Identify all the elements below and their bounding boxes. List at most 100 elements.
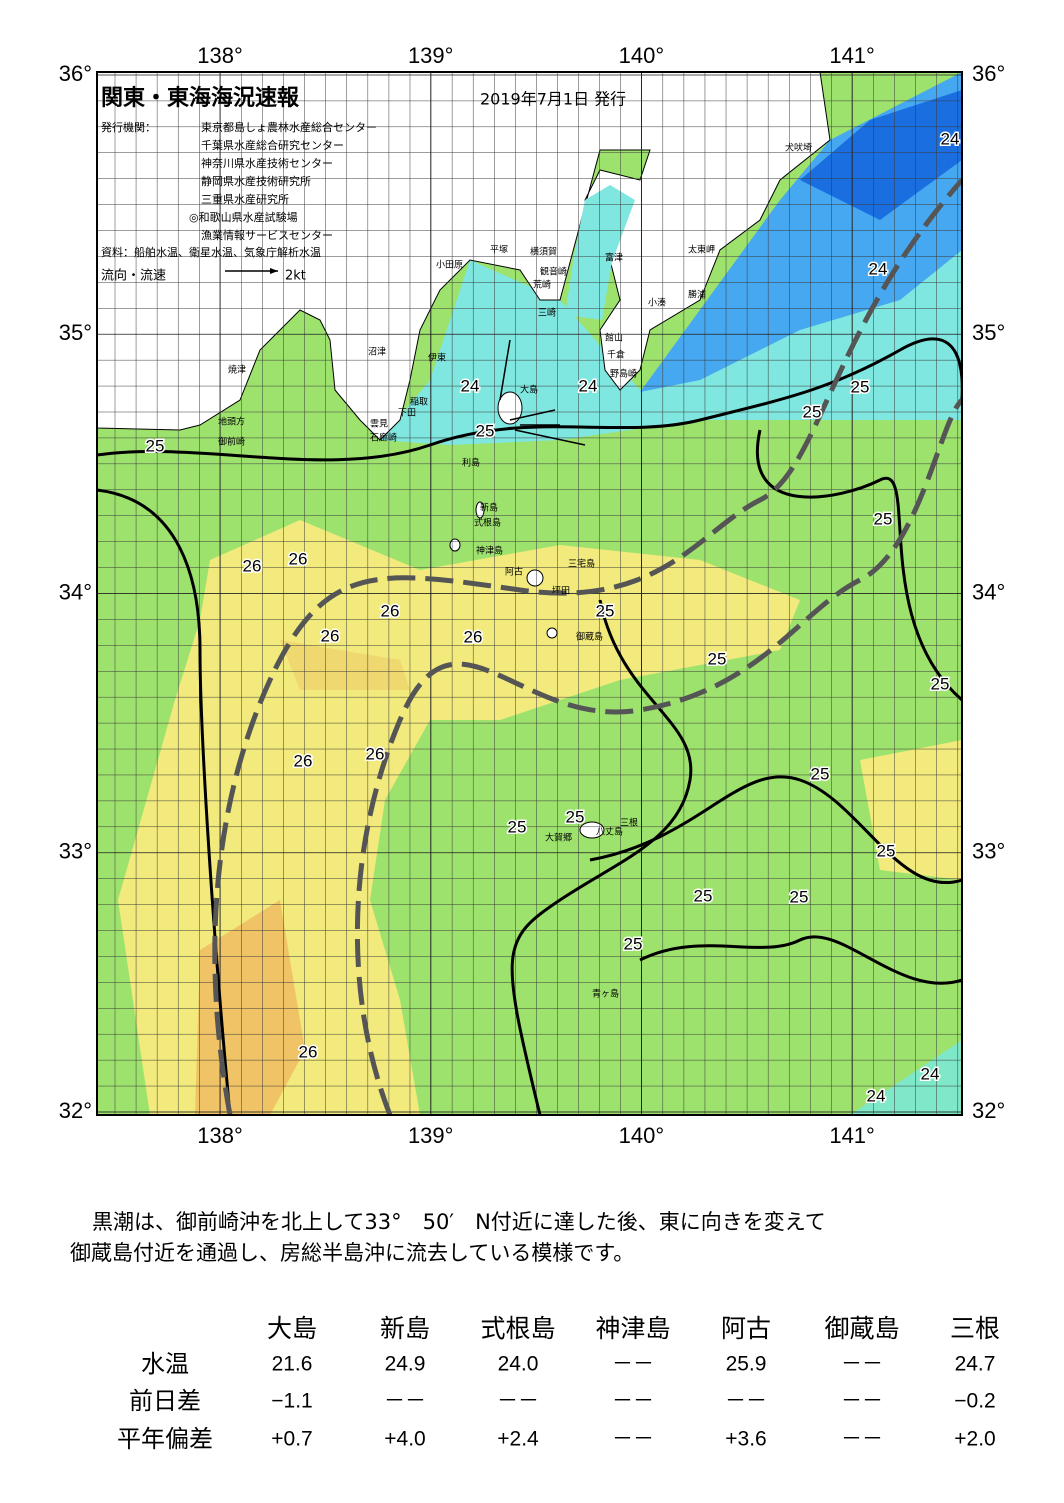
publisher: 三重県水産研究所 [201,192,289,206]
place-name: 焼津 [228,365,246,376]
publisher-label: 発行機関： [101,120,156,134]
table-cell: 25.9 [726,1353,767,1376]
island [579,821,605,839]
contour-label: 25 [708,649,727,668]
place-name: 伊東 [428,352,446,364]
contour-label: 24 [461,376,480,395]
island [497,391,523,425]
table-cell: −0.2 [954,1390,995,1413]
map-labels: 138° 138° 139° 139° 140° 140° 141° 141° 36° 36° 35… [59,43,1006,1148]
contour-label: 26 [464,627,483,646]
latitude-label: 35° [972,320,1005,345]
title: 関東・東海海況速報 [101,85,300,111]
place-name: 富津 [605,252,623,264]
latitude-label: 34° [972,579,1005,604]
table-cell: +2.4 [497,1428,539,1451]
row-label: 平年偏差 [117,1425,213,1453]
grid [97,72,962,1115]
publisher: 漁業情報サービスセンター [201,228,333,242]
isotherms [97,337,962,1115]
table-cell: 24.0 [498,1353,539,1376]
contour-label: 26 [321,626,340,645]
longitude-label: 139° [408,43,454,68]
longitude-label: 141° [829,43,875,68]
longitude-label: 141° [829,1123,875,1148]
longitude-label: 138° [197,43,243,68]
place-name: 観音崎 [540,266,567,278]
map [97,72,962,1115]
publisher: 千葉県水産総合研究センター [201,138,344,152]
legend-speed: 2kt [285,269,306,284]
place-name: 地頭方 [218,416,245,428]
contour-label: 25 [931,674,950,693]
cold-core [800,90,962,220]
latitude-label: 32° [972,1098,1005,1123]
contour-label: 25 [596,601,615,620]
table-cell: 24.9 [385,1353,426,1376]
contour-label: 26 [366,744,385,763]
contour-label: 25 [566,807,585,826]
place-name: 雲見 [370,419,388,430]
table-cell: +4.0 [384,1428,425,1451]
longitude-label: 140° [619,43,665,68]
contour-label: 24 [579,376,598,395]
contour-label: 26 [243,556,262,575]
column-header: 神津島 [595,1314,670,1343]
row-label: 前日差 [129,1387,201,1415]
table-cell: －－ [384,1390,426,1413]
contour-label: 25 [790,887,809,906]
column-header: 御蔵島 [824,1314,899,1343]
place-name: 神津島 [476,545,503,557]
issue-date: 2019年7月1日 発行 [480,90,626,109]
contour-label: 24 [941,129,960,148]
contour-label: 26 [299,1042,318,1061]
contour-label: 25 [811,764,830,783]
table-cell: －－ [725,1390,767,1413]
contour-label: 25 [624,934,643,953]
island [475,501,485,519]
latitude-label: 32° [59,1098,92,1123]
place-name: 勝浦 [688,289,706,301]
warm-core [280,640,410,690]
place-name: 青ヶ島 [592,988,619,1000]
contour-label: 26 [381,601,400,620]
table-cell: －－ [841,1390,883,1413]
table-cell: 21.6 [272,1353,313,1376]
longitude-label: 140° [619,1123,665,1148]
longitude-label: 138° [197,1123,243,1148]
contour-label: 25 [508,817,527,836]
contour-label: 26 [294,751,313,770]
place-name: 阿古 [505,566,523,578]
row-label: 水温 [141,1350,189,1378]
place-name: 千倉 [607,349,625,361]
contour-label: 24 [869,259,888,278]
place-name: 石廊崎 [370,432,397,444]
place-name: 沼津 [368,347,386,358]
place-name: 横須賀 [530,246,557,258]
place-name: 館山 [605,332,623,344]
contour-label: 24 [867,1086,886,1105]
map-frame [96,71,963,1116]
place-name: 野島崎 [610,368,637,380]
table-cell: －－ [612,1390,654,1413]
contour-label: 25 [874,509,893,528]
table-cell: +3.6 [725,1428,766,1451]
place-name: 下田 [398,408,416,419]
cool-water [850,1040,962,1115]
contour-label: 25 [851,377,870,396]
place-name: 坪田 [552,586,570,597]
place-name: 小田原 [436,260,463,271]
place-name: 小湊 [648,297,666,309]
table-cell: －－ [841,1428,883,1451]
place-name: 御前崎 [218,436,245,448]
contour-label: 25 [877,841,896,860]
place-name: 平塚 [490,245,508,256]
publisher: 静岡県水産技術研究所 [201,174,311,188]
table-cell: －－ [841,1353,883,1376]
place-name: 新島 [480,502,498,514]
contour-label: 25 [694,886,713,905]
bay [565,185,635,320]
latitude-label: 33° [59,839,92,864]
column-header: 三根 [950,1314,1000,1343]
